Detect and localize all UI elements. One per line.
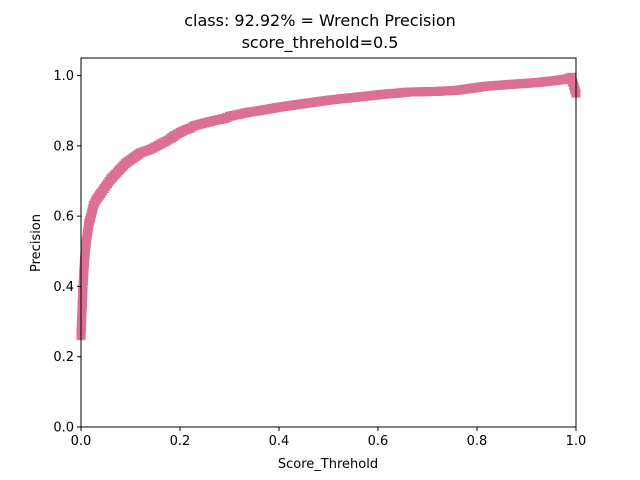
- chart-subtitle: score_threhold=0.5: [241, 33, 399, 52]
- x-tick-label: 0.6: [368, 434, 389, 449]
- y-tick-label: 0.6: [53, 210, 74, 225]
- y-tick-label: 0.8: [53, 139, 74, 154]
- y-tick-label: 0.0: [53, 421, 74, 436]
- x-tick-label: 0.8: [467, 434, 488, 449]
- chart-title-block: class: 92.92% = Wrench Precision score_t…: [0, 10, 640, 54]
- axes-frame: [80, 57, 577, 428]
- series-line: [80, 76, 577, 336]
- x-tick-label: 1.0: [566, 434, 587, 449]
- y-tick-label: 1.0: [53, 69, 74, 84]
- y-axis-label: Precision: [29, 214, 44, 272]
- x-tick-label: 0.2: [170, 434, 191, 449]
- chart-title: class: 92.92% = Wrench Precision: [184, 11, 456, 30]
- y-tick-label: 0.4: [53, 280, 74, 295]
- series-markers: [76, 72, 581, 341]
- axes: 0.0 0.2 0.4 0.6 0.8 1.0 0.0 0.2 0.4 0.6 0.8 1.0: [53, 57, 587, 449]
- x-tick-label: 0.0: [71, 434, 92, 449]
- plot-area: [76, 72, 581, 341]
- y-tick-label: 0.2: [53, 350, 74, 365]
- x-axis-label: Score_Threhold: [278, 457, 378, 472]
- x-tick-label: 0.4: [269, 434, 290, 449]
